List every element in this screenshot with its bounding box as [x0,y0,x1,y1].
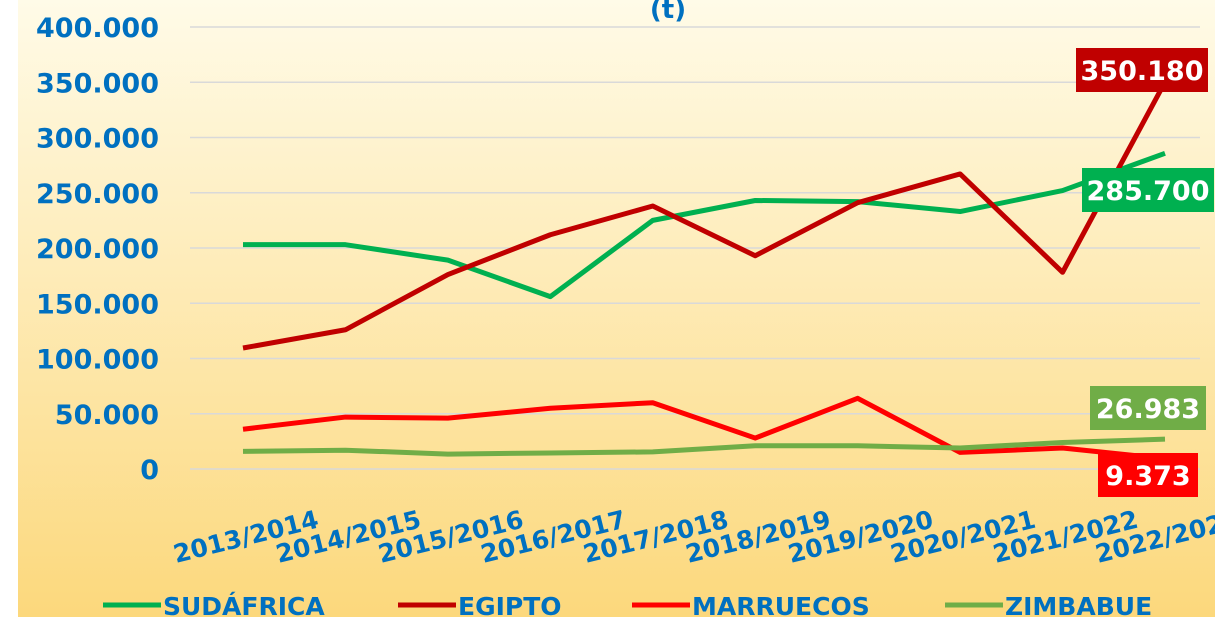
chart-title: (t) [650,0,686,25]
legend-label: MARRUECOS [692,592,870,617]
chart-background [18,0,1215,617]
series-line [242,395,1166,462]
data-label: 26.983 [1090,386,1206,430]
data-label-text: 9.373 [1105,461,1190,492]
series-line [242,80,1168,351]
legend-label: SUDÁFRICA [163,592,325,617]
data-label-box [1082,168,1214,212]
y-tick-label: 300.000 [36,124,159,155]
legend-item: EGIPTO [398,592,562,621]
data-label: 350.180 [1076,48,1208,92]
legend-item: SUDÁFRICA [103,592,325,621]
data-label-box [1098,453,1198,497]
y-tick-label: 250.000 [36,179,159,210]
data-label-text: 285.700 [1087,176,1210,207]
data-label-text: 350.180 [1081,56,1204,87]
y-tick-label: 400.000 [36,13,159,44]
legend-item: ZIMBABUE [945,592,1152,621]
data-label-box [1090,386,1206,430]
data-label: 285.700 [1082,168,1214,212]
y-tick-label: 350.000 [36,68,159,99]
legend-label: EGIPTO [458,592,562,617]
data-label-text: 26.983 [1096,394,1200,425]
series-line [243,150,1166,300]
y-tick-label: 50.000 [55,400,159,431]
y-tick-label: 0 [140,455,159,486]
legend-label: ZIMBABUE [1005,592,1152,617]
data-label: 9.373 [1098,453,1198,497]
legend-item: MARRUECOS [632,592,870,621]
y-tick-label: 200.000 [36,234,159,265]
y-tick-label: 150.000 [36,289,159,320]
data-label-box [1076,48,1208,92]
series-line [242,436,1166,457]
y-tick-label: 100.000 [36,345,159,376]
